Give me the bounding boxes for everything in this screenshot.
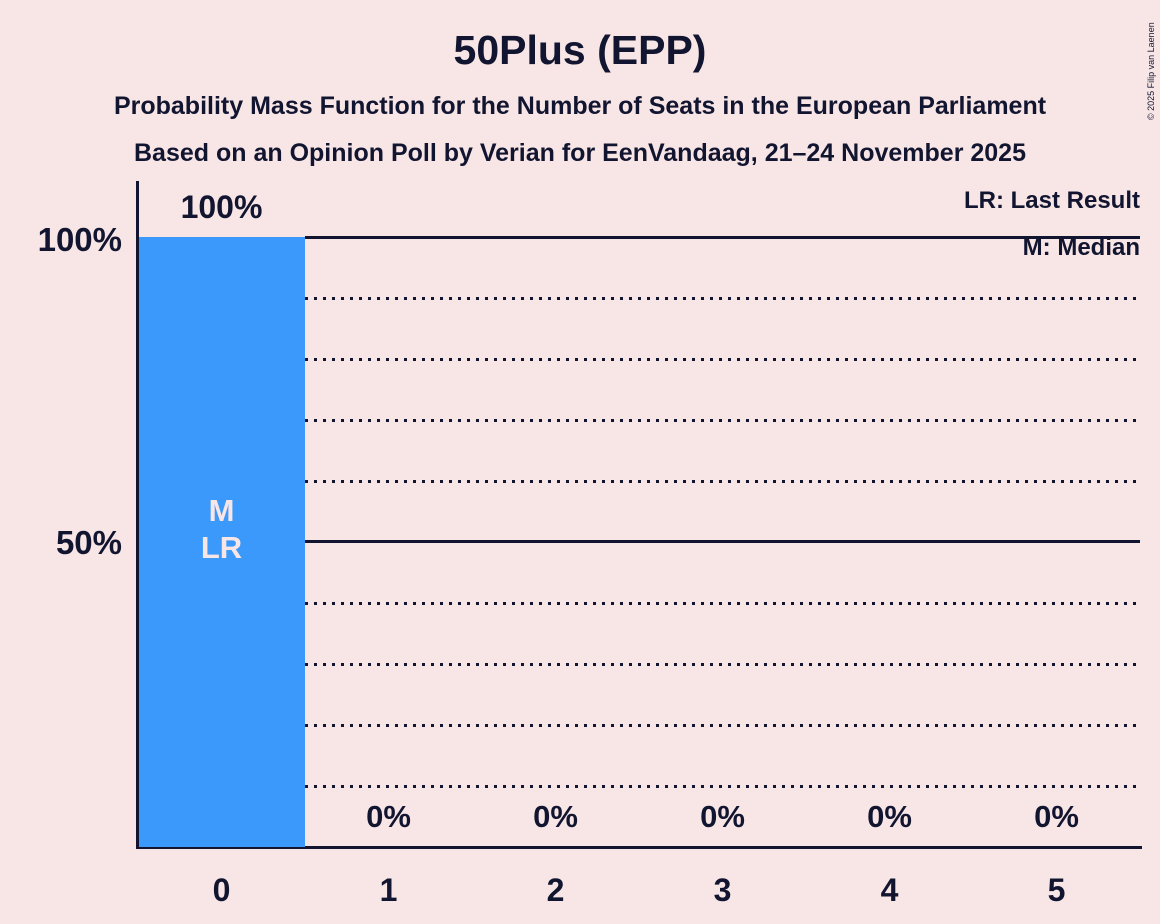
gridline-90pct bbox=[305, 297, 1140, 300]
bar-seat-0 bbox=[139, 237, 305, 847]
chart-subtitle-line2: Based on an Opinion Poll by Verian for E… bbox=[134, 139, 1026, 167]
y-tick-label-100: 100% bbox=[37, 221, 122, 258]
x-tick-label-5: 5 bbox=[1047, 872, 1066, 908]
y-axis-line bbox=[136, 181, 139, 849]
gridline-70pct bbox=[305, 419, 1140, 422]
x-tick-label-3: 3 bbox=[713, 872, 732, 908]
x-tick-label-1: 1 bbox=[379, 872, 398, 908]
median-marker: M bbox=[208, 493, 235, 528]
x-tick-label-0: 0 bbox=[212, 872, 231, 908]
gridline-60pct bbox=[305, 480, 1140, 483]
last-result-marker: LR bbox=[200, 530, 243, 565]
gridline-80pct bbox=[305, 358, 1140, 361]
gridline-30pct bbox=[305, 663, 1140, 666]
gridline-40pct bbox=[305, 602, 1140, 605]
value-label-seat-5: 0% bbox=[1034, 799, 1079, 834]
x-axis-line bbox=[136, 846, 1142, 849]
gridline-20pct bbox=[305, 724, 1140, 727]
bar-median-lastresult-annotation: M LR bbox=[138, 492, 305, 566]
chart-title: 50Plus (EPP) bbox=[453, 27, 707, 73]
y-tick-label-50: 50% bbox=[55, 524, 122, 561]
value-label-seat-3: 0% bbox=[700, 799, 745, 834]
value-label-seat-1: 0% bbox=[366, 799, 411, 834]
gridline-10pct bbox=[305, 785, 1140, 788]
value-label-seat-0: 100% bbox=[180, 189, 263, 225]
legend-last-result-label: LR: Last Result bbox=[963, 187, 1140, 214]
value-label-seat-4: 0% bbox=[867, 799, 912, 834]
x-tick-label-4: 4 bbox=[880, 872, 899, 908]
gridline-100pct bbox=[305, 236, 1140, 239]
value-label-seat-2: 0% bbox=[533, 799, 578, 834]
gridline-50pct bbox=[305, 540, 1140, 543]
chart-subtitle-line1: Probability Mass Function for the Number… bbox=[113, 92, 1047, 120]
x-tick-label-2: 2 bbox=[546, 872, 565, 908]
